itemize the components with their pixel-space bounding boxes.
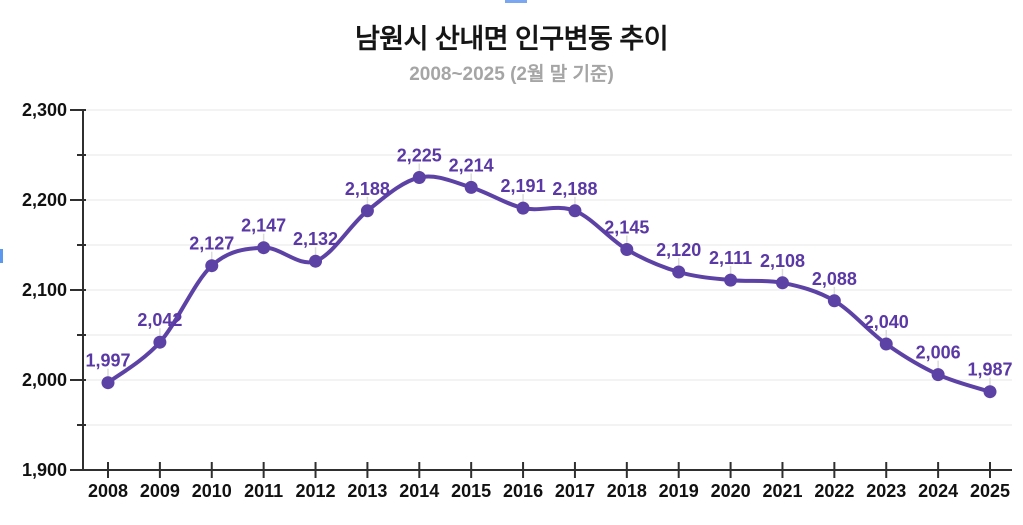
x-tick-label: 2011 — [244, 481, 283, 501]
y-tick-label: 2,300 — [22, 100, 67, 120]
data-point-label: 2,145 — [604, 218, 649, 238]
x-tick-label: 2014 — [399, 481, 439, 501]
chart-title: 남원시 산내면 인구변동 추이 — [354, 24, 669, 54]
x-tick-label: 2015 — [451, 481, 491, 501]
data-point-label: 2,188 — [345, 179, 390, 199]
data-point-label: 2,132 — [293, 229, 338, 249]
data-point-marker — [672, 265, 686, 279]
data-point-label: 2,120 — [656, 240, 701, 260]
x-tick-label: 2023 — [866, 481, 906, 501]
data-point-marker — [205, 259, 219, 273]
data-point-label: 2,191 — [501, 176, 546, 196]
x-tick-label: 2020 — [711, 481, 751, 501]
data-point-marker — [931, 368, 945, 382]
y-tick-label: 2,200 — [22, 190, 67, 210]
y-tick-label: 2,100 — [22, 280, 67, 300]
data-point-marker — [309, 254, 323, 268]
data-point-marker — [153, 335, 167, 349]
data-point-label: 2,088 — [812, 269, 857, 289]
data-point-label: 2,188 — [552, 179, 597, 199]
data-point-label: 1,997 — [85, 351, 130, 371]
x-tick-label: 2025 — [970, 481, 1010, 501]
data-point-label: 2,225 — [397, 146, 442, 166]
x-tick-label: 2008 — [88, 481, 128, 501]
x-tick-label: 2012 — [296, 481, 336, 501]
data-point-label: 2,214 — [449, 155, 494, 175]
x-tick-label: 2010 — [192, 481, 232, 501]
x-tick-label: 2009 — [140, 481, 180, 501]
y-tick-label: 2,000 — [22, 370, 67, 390]
data-point-label: 2,147 — [241, 216, 286, 236]
data-point-marker — [257, 241, 271, 255]
data-point-marker — [879, 337, 893, 351]
data-point-marker — [983, 385, 997, 399]
data-point-label: 2,040 — [864, 312, 909, 332]
data-point-label: 2,127 — [189, 234, 234, 254]
data-point-marker — [620, 243, 634, 256]
data-point-marker — [101, 376, 115, 390]
data-point-marker — [516, 201, 530, 215]
x-tick-label: 2022 — [814, 481, 854, 501]
x-tick-label: 2024 — [918, 481, 958, 501]
x-tick-label: 2018 — [607, 481, 647, 501]
cropped-blue-fragment-top — [505, 0, 527, 3]
data-point-marker — [827, 294, 841, 308]
x-tick-label: 2017 — [555, 481, 595, 501]
data-point-marker — [775, 276, 789, 290]
x-tick-label: 2013 — [347, 481, 387, 501]
data-point-marker — [412, 171, 426, 184]
data-point-label: 2,108 — [760, 251, 805, 271]
data-point-label: 2,042 — [137, 310, 182, 330]
data-point-marker — [360, 204, 374, 218]
data-point-marker — [464, 180, 478, 194]
data-point-label: 1,987 — [967, 360, 1012, 380]
x-tick-label: 2021 — [762, 481, 802, 501]
chart-subtitle: 2008~2025 (2월 말 기준) — [409, 64, 614, 85]
y-tick-label: 1,900 — [22, 460, 67, 480]
cropped-blue-fragment-left — [0, 249, 3, 263]
population-line-series — [106, 174, 992, 394]
data-point-label: 2,006 — [916, 343, 961, 363]
data-point-label: 2,111 — [709, 248, 752, 268]
data-point-marker — [724, 273, 738, 287]
x-tick-label: 2019 — [659, 481, 699, 501]
data-point-marker — [568, 204, 582, 218]
x-tick-label: 2016 — [503, 481, 543, 501]
